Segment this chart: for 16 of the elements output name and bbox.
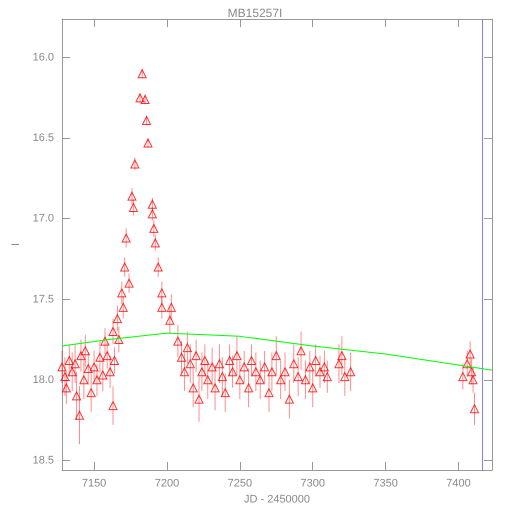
- y-tick-label: 17.0: [32, 212, 54, 225]
- x-tick-label: 7200: [154, 478, 180, 490]
- x-tick-label: 7400: [446, 478, 471, 490]
- y-axis-title: I: [10, 242, 22, 246]
- y-tick-label: 17.5: [32, 293, 54, 306]
- x-tick-label: 7250: [228, 478, 252, 490]
- chart-title: MB15257I: [228, 6, 282, 20]
- line-series: [62, 332, 492, 371]
- x-tick-label: 7350: [373, 478, 398, 490]
- y-tick-label: 18.5: [32, 454, 54, 466]
- y-tick-label: 16.5: [32, 132, 54, 144]
- y-tick-label: 18.0: [32, 374, 54, 386]
- x-tick-label: 7300: [300, 478, 325, 490]
- y-tick-label: 16.0: [32, 52, 54, 64]
- x-tick-label: 7150: [82, 478, 106, 490]
- x-axis-title: JD - 2450000: [244, 493, 310, 506]
